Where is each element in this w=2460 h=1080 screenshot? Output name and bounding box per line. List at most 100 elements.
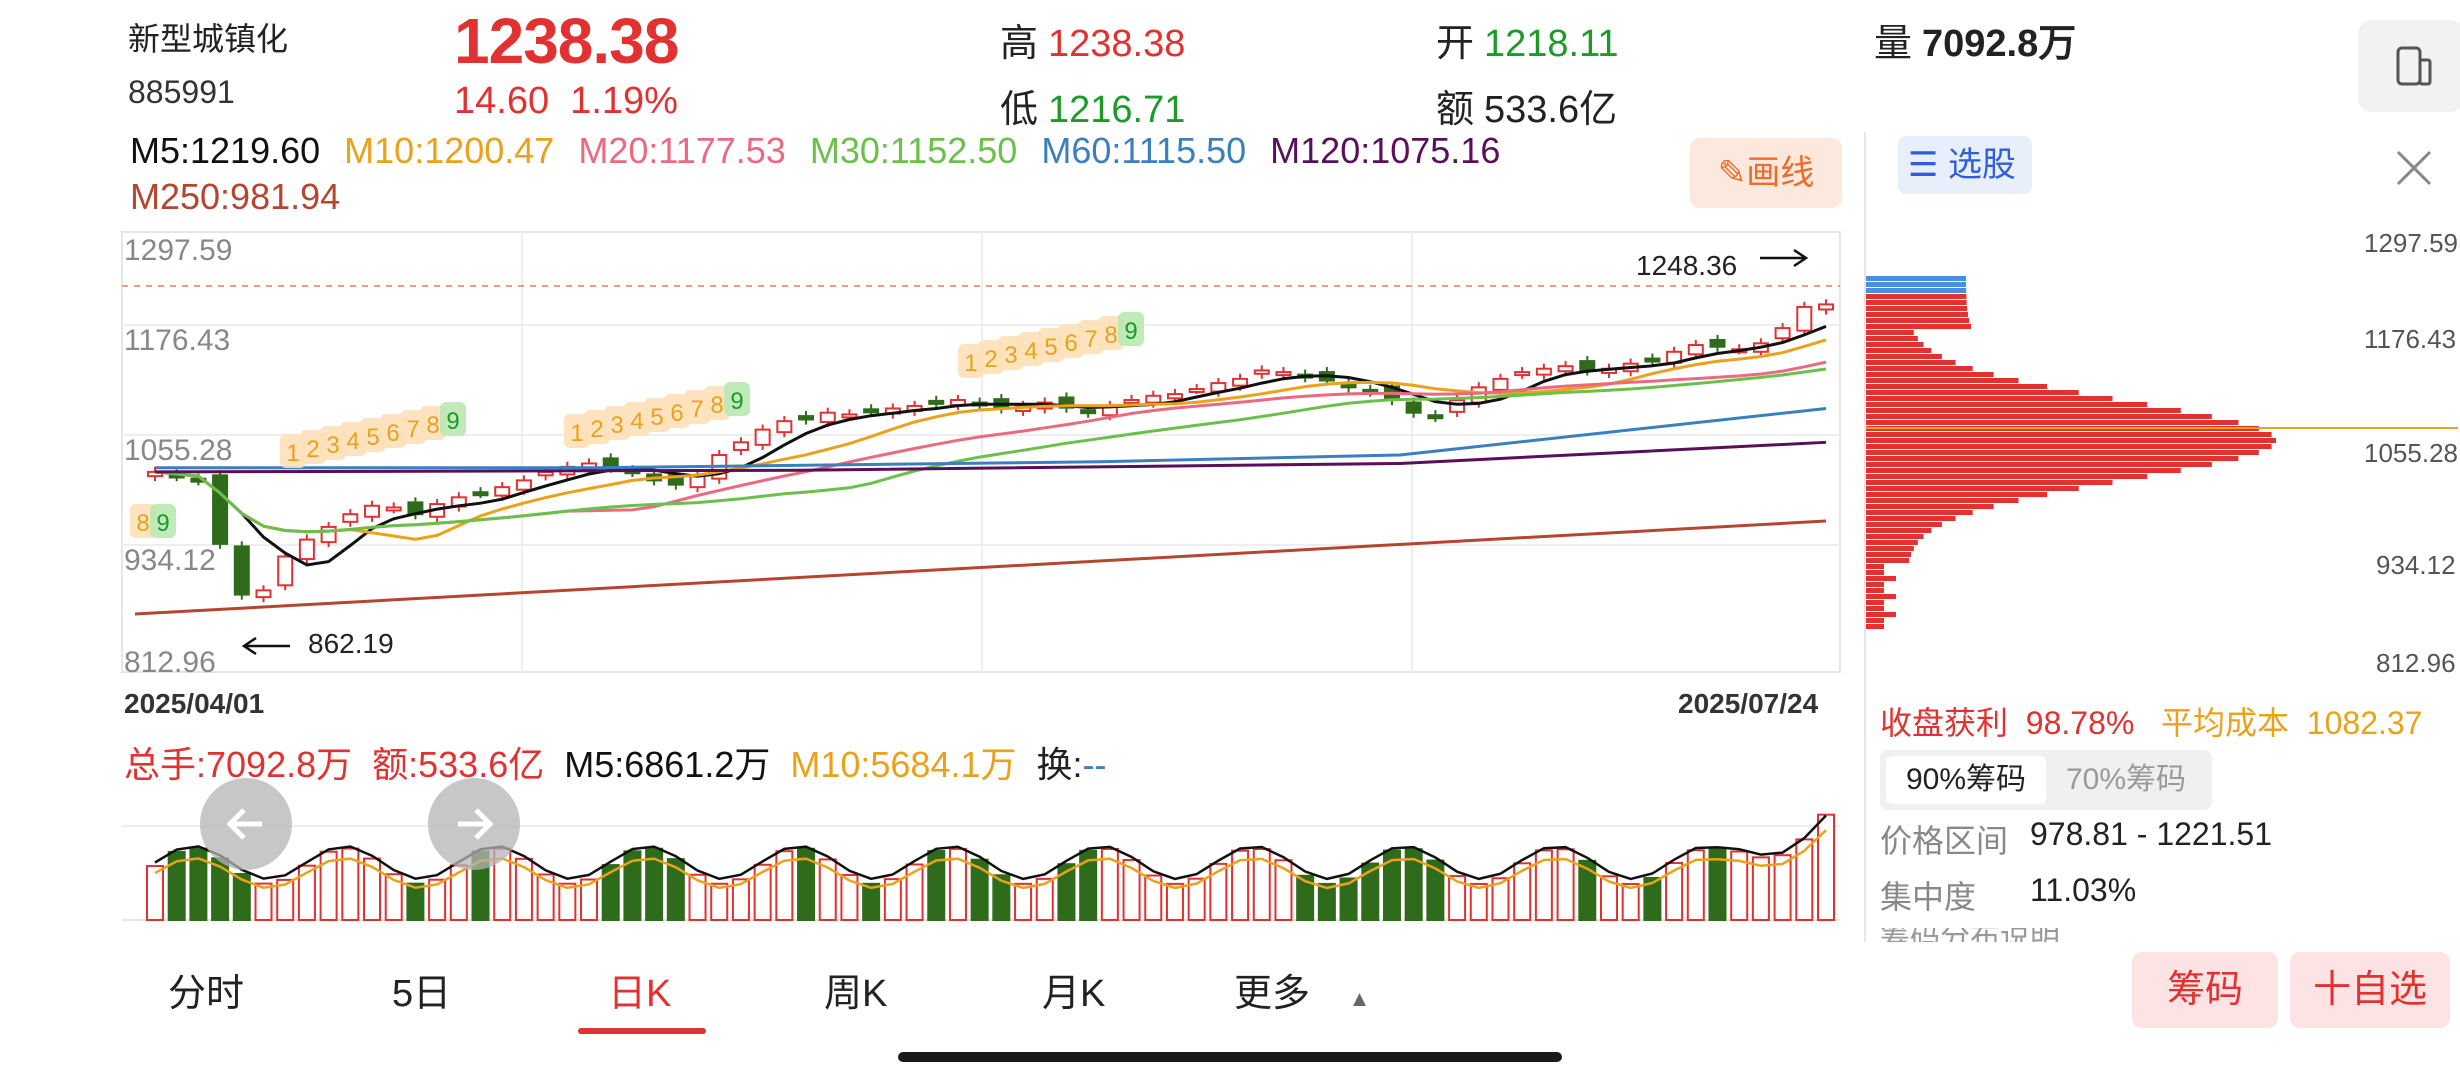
scroll-right-button[interactable] — [428, 778, 520, 870]
volume-bar — [1448, 875, 1467, 922]
chip-bar — [1866, 468, 2181, 473]
volume-bar — [1144, 874, 1163, 921]
seg-90-percent[interactable]: 90%筹码 — [1886, 756, 2046, 804]
volume-bar — [818, 858, 837, 922]
candle-body — [212, 474, 229, 545]
td-seq-3-badge — [564, 414, 590, 448]
candle-body — [819, 411, 836, 424]
volume-bar — [406, 882, 425, 922]
profit-label: 收盘获利 — [1880, 705, 2009, 741]
td-seq-4-badge — [998, 336, 1024, 370]
chip-distribution-panel — [1864, 132, 2460, 942]
td-seq-1-badge — [150, 504, 176, 538]
volume-bar — [970, 858, 989, 921]
chip-bar — [1866, 312, 1968, 317]
add-watchlist-button[interactable]: 十自选 — [2290, 952, 2450, 1028]
candle-body — [689, 475, 706, 489]
tab-intraday[interactable]: 分时 — [168, 973, 245, 1015]
volume-bar — [775, 850, 794, 921]
td-seq-1-digit: 8 — [136, 510, 149, 537]
change-percent: 1.19% — [570, 80, 678, 122]
volume-bar — [992, 874, 1011, 922]
tab-5day[interactable]: 5日 — [392, 973, 452, 1015]
chip-bar — [1866, 528, 1932, 533]
td-seq-3-digit: 5 — [650, 404, 663, 431]
volume-bar — [1382, 849, 1401, 921]
close-icon — [2396, 150, 2432, 186]
ma30-label: M30:1152.50 — [809, 130, 1018, 171]
vol-m5: M5:6861.2万 — [564, 744, 771, 785]
volume-bar — [883, 878, 902, 921]
chips-button[interactable]: 筹码 — [2132, 952, 2278, 1028]
candle-body — [841, 413, 858, 419]
chip-bar — [1866, 462, 2212, 467]
volume-bar — [1556, 848, 1575, 921]
seg-70-percent[interactable]: 70%筹码 — [2065, 763, 2187, 796]
volume-label: 量 — [1874, 23, 1913, 65]
vol-m10: M10:5684.1万 — [790, 744, 1017, 785]
td-seq-2-digit: 7 — [406, 416, 419, 443]
volume-value: 7092.8万 — [1922, 23, 2077, 65]
volume-bar — [1057, 863, 1076, 921]
volume-bar — [1643, 877, 1662, 922]
ma60-line — [155, 406, 1827, 470]
chip-y-tick-2: 1176.43 — [2364, 324, 2457, 354]
ma5-label: M5:1219.60 — [130, 130, 321, 171]
volume-bar — [1165, 882, 1184, 922]
td-seq-2-digit: 5 — [366, 424, 379, 451]
chip-bar — [1866, 474, 2148, 479]
price-change: 14.60 1.19% — [454, 80, 678, 123]
chip-percent-toggle[interactable]: 90%筹码 70%筹码 — [1880, 750, 2212, 810]
candle-body — [1232, 377, 1249, 387]
chip-bar — [1866, 486, 2079, 491]
profit-value: 98.78% — [2025, 705, 2135, 741]
chip-bar — [1866, 552, 1912, 557]
volume-bar — [1491, 877, 1510, 922]
candle-body — [1492, 377, 1509, 391]
volume-bar — [1426, 859, 1445, 921]
chip-note-label[interactable]: 筹码分布说明 — [1880, 928, 2300, 942]
chip-y-tick-4: 934.12 — [2376, 550, 2456, 580]
chip-note-clip: 筹码分布说明 — [1880, 928, 2300, 942]
candle-body — [255, 589, 272, 599]
chip-bar — [1866, 342, 1924, 347]
td-seq-1-digit: 9 — [156, 510, 169, 537]
chip-bar — [1866, 396, 2113, 401]
draw-line-button[interactable]: ✎画线 — [1690, 138, 1842, 208]
chip-bar — [1866, 582, 1884, 587]
vol-amount: 额:533.6亿 — [372, 744, 545, 785]
last-price: 1238.38 — [454, 5, 679, 77]
chip-bar — [1866, 606, 1884, 611]
chip-bar — [1866, 546, 1914, 551]
volume-bar — [1708, 848, 1727, 922]
candle-body — [1427, 414, 1444, 420]
volume-bar — [645, 847, 664, 922]
td-seq-2-badge — [440, 402, 466, 436]
tab-weekly-k[interactable]: 周K — [824, 973, 888, 1015]
td-seq-3-badge — [704, 386, 730, 420]
low-label: 低 — [1000, 89, 1039, 131]
td-seq-4-badge — [1058, 324, 1084, 358]
tab-more[interactable]: 更多 ▲ — [1234, 962, 1370, 1017]
chip-bar — [1866, 540, 1918, 545]
volume-ma5-line — [154, 814, 1827, 881]
candle-body — [1709, 338, 1726, 348]
ma250-line — [134, 519, 1827, 616]
rotate-screen-button[interactable] — [2358, 20, 2460, 112]
select-stock-button[interactable]: ☰ 选股 — [1898, 136, 2032, 194]
td-seq-2-digit: 6 — [386, 420, 399, 447]
candle-body — [277, 555, 294, 587]
tab-daily-k[interactable]: 日K — [608, 973, 672, 1015]
volume-bar — [1361, 862, 1380, 922]
range-label: 价格区间 — [1880, 823, 2009, 859]
change-value: 14.60 — [454, 80, 550, 122]
td-seq-2-badge — [340, 422, 366, 456]
close-panel-button[interactable] — [2386, 140, 2442, 196]
turnover-value: -- — [1082, 744, 1107, 785]
volume-bar — [1100, 847, 1119, 922]
scroll-left-button[interactable] — [200, 778, 292, 870]
profit-row: 收盘获利 98.78% 平均成本 1082.37 — [1880, 698, 2422, 744]
tab-monthly-k[interactable]: 月K — [1042, 973, 1106, 1015]
volume-bar — [1621, 882, 1640, 921]
